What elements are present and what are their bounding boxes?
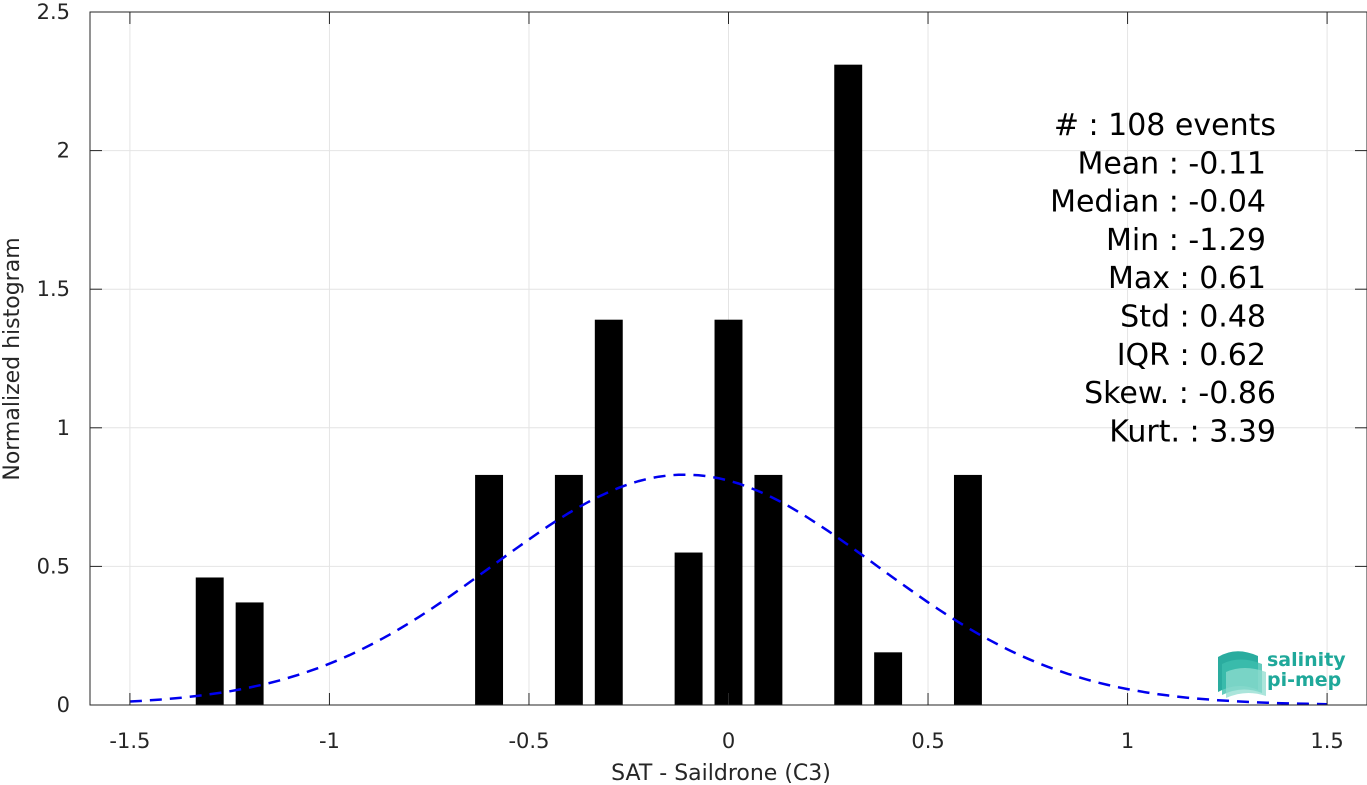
axis-ticks <box>90 11 1367 706</box>
normal-fit-curve <box>129 473 1328 706</box>
x-tick-label: 1 <box>1121 729 1134 753</box>
histogram-bar <box>953 474 982 705</box>
stat-line: Max : 0.61 <box>1108 261 1266 296</box>
histogram-bar <box>834 64 863 706</box>
x-tick-labels: -1.5 -1 -0.5 0 0.5 1 1.5 <box>109 729 1343 753</box>
salinity-pi-mep-logo: salinity pi-mep <box>1218 649 1346 698</box>
stat-line: IQR : 0.62 <box>1117 338 1266 373</box>
stat-line: Median : -0.04 <box>1050 185 1266 220</box>
logo-waves-icon <box>1218 651 1266 698</box>
logo-line2: pi-mep <box>1267 669 1341 691</box>
stat-line: Kurt. : 3.39 <box>1109 414 1276 449</box>
histogram-bar <box>475 474 504 705</box>
x-tick-label: 0.5 <box>911 729 944 753</box>
stat-line: Skew. : -0.86 <box>1084 376 1276 411</box>
histogram-bar <box>554 474 583 705</box>
logo-line1: salinity <box>1267 649 1346 671</box>
y-tick-label: 2.5 <box>37 0 70 24</box>
histogram-bar <box>754 474 783 705</box>
histogram-bar <box>674 552 703 705</box>
stat-line: Std : 0.48 <box>1120 300 1266 335</box>
histogram-bar <box>195 577 224 705</box>
y-tick-labels: 0 0.5 1 1.5 2 2.5 <box>37 0 70 717</box>
y-tick-label: 0 <box>57 693 70 717</box>
x-tick-label: -1 <box>319 729 340 753</box>
y-tick-label: 1 <box>57 416 70 440</box>
x-tick-label: -1.5 <box>109 729 150 753</box>
x-tick-label: -0.5 <box>508 729 549 753</box>
y-axis-label: Normalized histogram <box>0 237 25 480</box>
stat-line: Min : -1.29 <box>1106 223 1266 258</box>
histogram-bar <box>594 319 623 705</box>
x-tick-label: 1.5 <box>1310 729 1343 753</box>
y-tick-label: 1.5 <box>37 277 70 301</box>
histogram-bars <box>195 64 982 706</box>
stat-line: Mean : -0.11 <box>1077 146 1266 181</box>
x-tick-label: 0 <box>722 729 735 753</box>
histogram-bar <box>874 652 903 705</box>
histogram-bar <box>714 319 743 705</box>
y-tick-label: 2 <box>57 139 70 163</box>
stat-line: # : 108 events <box>1054 108 1276 143</box>
x-axis-label: SAT - Saildrone (C3) <box>611 761 831 785</box>
y-tick-label: 0.5 <box>37 554 70 578</box>
